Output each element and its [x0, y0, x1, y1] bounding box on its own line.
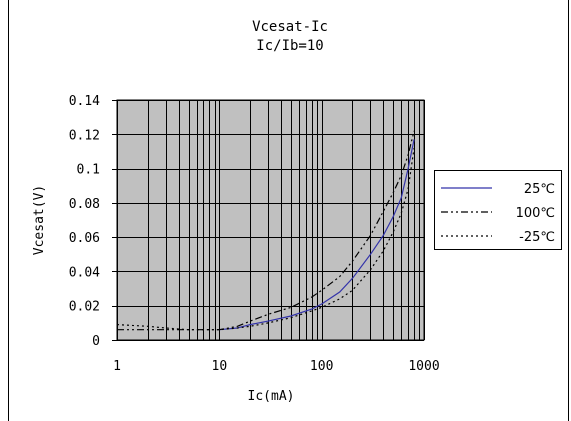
- x-tick-label: 1: [113, 359, 121, 374]
- y-tick-label: 0.06: [69, 231, 100, 246]
- y-tick-label: 0.14: [69, 94, 100, 109]
- y-tick-label: 0.02: [69, 300, 100, 315]
- x-tick-label: 10: [212, 359, 228, 374]
- series-line-3: [116, 147, 415, 331]
- legend-box: [434, 170, 562, 250]
- y-tick-label: 0: [92, 334, 100, 349]
- y-tick-label: 0.1: [77, 163, 100, 178]
- y-tick-label: 0.08: [69, 197, 100, 212]
- x-tick-label: 100: [310, 359, 333, 374]
- chart-subtitle: Ic/Ib=10: [256, 38, 323, 54]
- legend-label-3: -25℃: [519, 230, 555, 245]
- y-tick-labels: 0 0.02 0.04 0.06 0.08 0.1 0.12 0.14: [69, 94, 117, 349]
- series-lines: [116, 130, 415, 331]
- grid-lines: [117, 100, 425, 341]
- x-tick-labels: 1 10 100 1000: [113, 359, 440, 374]
- plot-background: [116, 99, 425, 341]
- chart-title: Vcesat-Ic: [252, 19, 328, 35]
- plot-area: [116, 99, 425, 341]
- y-axis-label: Vcesat(V): [32, 185, 47, 255]
- legend: 25℃ 100℃ -25℃: [434, 170, 562, 250]
- y-tick-label: 0.04: [69, 265, 100, 280]
- y-tick-label: 0.12: [69, 128, 100, 143]
- legend-label-1: 25℃: [524, 182, 555, 197]
- legend-label-2: 100℃: [516, 206, 555, 221]
- series-line-2: [117, 130, 415, 331]
- series-line-1: [219, 139, 415, 331]
- x-axis-label: Ic(mA): [248, 389, 295, 404]
- x-tick-label: 1000: [408, 359, 439, 374]
